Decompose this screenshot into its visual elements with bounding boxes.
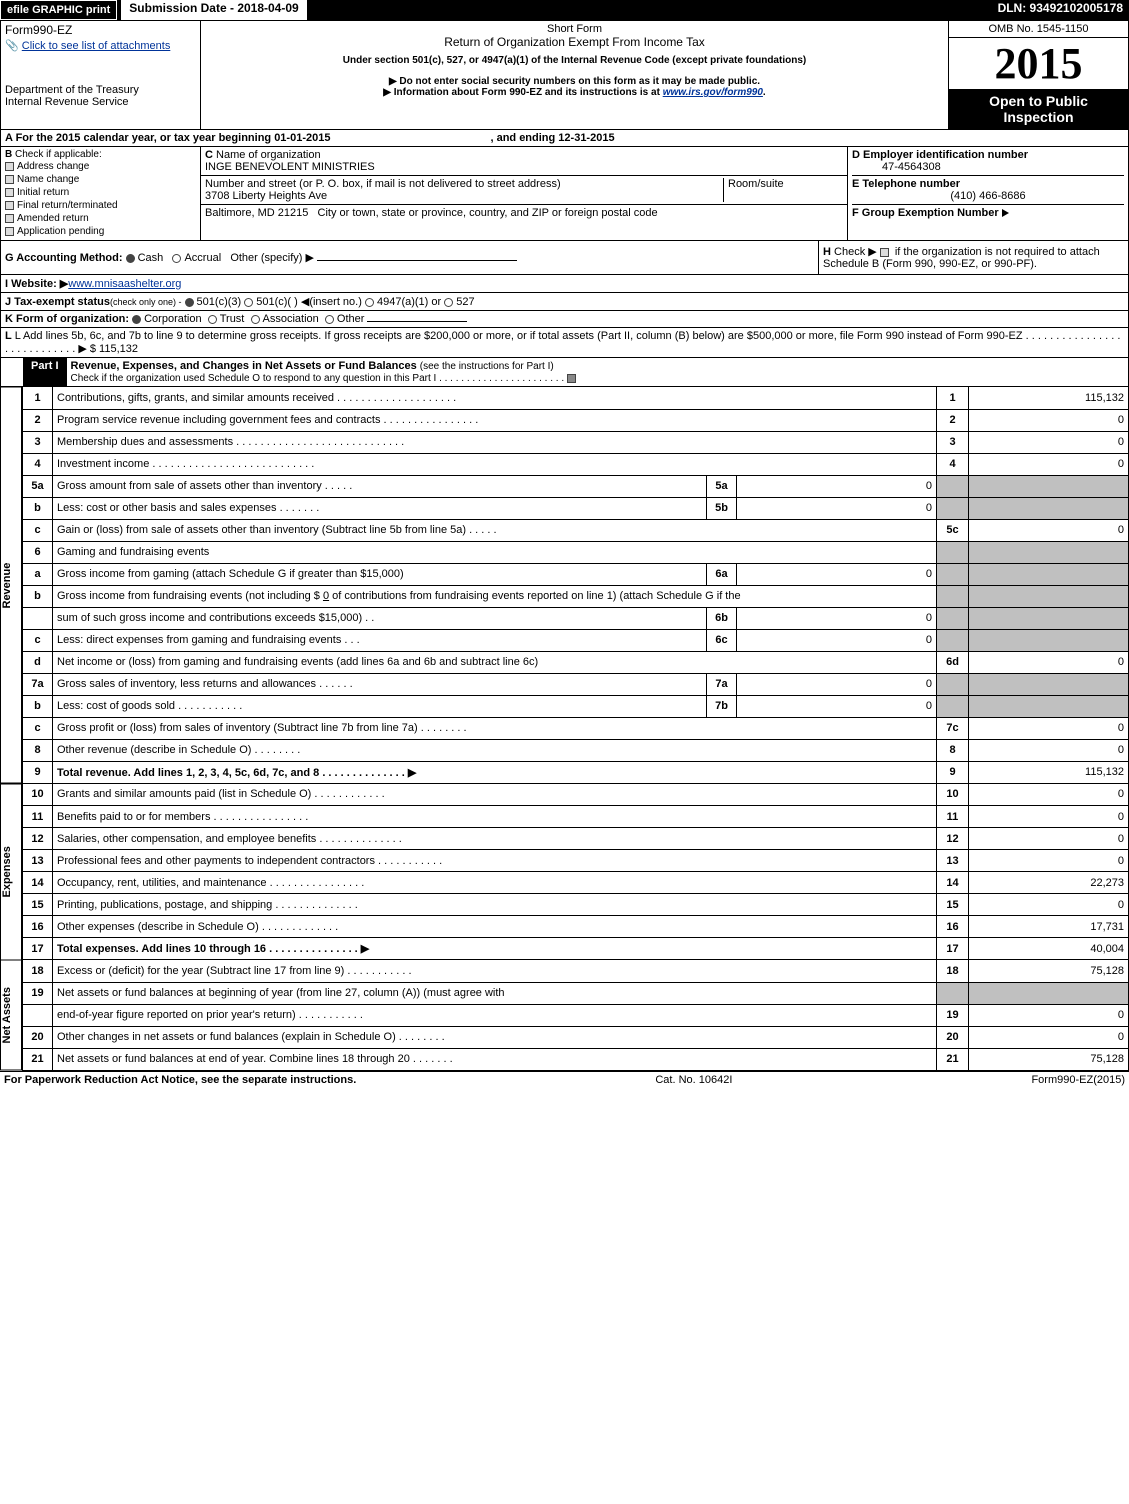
return-title: Return of Organization Exempt From Incom… (205, 35, 944, 49)
line-21: 21Net assets or fund balances at end of … (23, 1048, 1129, 1070)
checkbox-name-change[interactable] (5, 175, 14, 184)
irs-label: Internal Revenue Service (5, 96, 196, 108)
line-19-bottom: end-of-year figure reported on prior yea… (23, 1004, 1129, 1026)
form-header: Form990-EZ 📎 Click to see list of attach… (0, 20, 1129, 130)
net-assets-section: Net Assets 18Excess or (deficit) for the… (0, 960, 1129, 1071)
phone: (410) 466-8686 (852, 190, 1124, 202)
part-1-label: Part I (23, 358, 67, 386)
line-a: A For the 2015 calendar year, or tax yea… (0, 130, 1129, 147)
radio-cash[interactable] (126, 254, 135, 263)
line-7b: bLess: cost of goods sold . . . . . . . … (23, 695, 1129, 717)
line-5c: cGain or (loss) from sale of assets othe… (23, 519, 1129, 541)
radio-accrual[interactable] (172, 254, 181, 263)
line-17: 17Total expenses. Add lines 10 through 1… (23, 938, 1129, 960)
website-link[interactable]: www.mnisaashelter.org (68, 278, 181, 290)
checkbox-application-pending[interactable] (5, 227, 14, 236)
short-form-label: Short Form (205, 23, 944, 35)
org-name: INGE BENEVOLENT MINISTRIES (205, 161, 375, 173)
line-2: 2Program service revenue including gover… (23, 409, 1129, 431)
radio-other-org[interactable] (325, 315, 334, 324)
line-18: 18Excess or (deficit) for the year (Subt… (23, 960, 1129, 982)
line-6: 6Gaming and fundraising events (23, 541, 1129, 563)
info-line: ▶ Information about Form 990-EZ and its … (205, 87, 944, 98)
open-to-public: Open to Public Inspection (949, 89, 1128, 129)
line-16: 16Other expenses (describe in Schedule O… (23, 916, 1129, 938)
efile-print-button[interactable]: efile GRAPHIC print (0, 0, 117, 20)
dept-treasury: Department of the Treasury (5, 84, 196, 96)
form-number: Form990-EZ (5, 23, 196, 37)
checkbox-final-return[interactable] (5, 201, 14, 210)
omb-number: OMB No. 1545-1150 (949, 21, 1128, 38)
triangle-icon (1002, 209, 1009, 217)
irs-link[interactable]: www.irs.gov/form990 (663, 87, 763, 98)
line-j-tax-exempt: J Tax-exempt status(check only one) - 50… (0, 293, 1129, 311)
line-6c: cLess: direct expenses from gaming and f… (23, 629, 1129, 651)
checkbox-amended-return[interactable] (5, 214, 14, 223)
box-d-e-f: D Employer identification number 47-4564… (848, 147, 1128, 240)
part-1-header: Part I Revenue, Expenses, and Changes in… (0, 358, 1129, 387)
radio-corporation[interactable] (132, 315, 141, 324)
radio-527[interactable] (444, 298, 453, 307)
expenses-section: Expenses 10Grants and similar amounts pa… (0, 784, 1129, 961)
side-label-expenses: Expenses (0, 784, 22, 961)
attachment-icon: 📎 (5, 40, 19, 52)
line-19-top: 19Net assets or fund balances at beginni… (23, 982, 1129, 1004)
radio-501c3[interactable] (185, 298, 194, 307)
form-footer-label: Form990-EZ(2015) (1031, 1074, 1125, 1086)
gross-receipts-val: 115,132 (99, 343, 138, 355)
tax-year: 2015 (949, 38, 1128, 89)
line-6b: bGross income from fundraising events (n… (23, 585, 1129, 607)
org-street: 3708 Liberty Heights Ave (205, 190, 327, 202)
line-12: 12Salaries, other compensation, and empl… (23, 828, 1129, 850)
checkbox-address-change[interactable] (5, 162, 14, 171)
line-l-gross-receipts: L L Add lines 5b, 6c, and 7b to line 9 t… (0, 328, 1129, 358)
paperwork-notice: For Paperwork Reduction Act Notice, see … (4, 1074, 356, 1086)
submission-date: Submission Date - 2018-04-09 (121, 0, 306, 20)
line-5b: bLess: cost or other basis and sales exp… (23, 497, 1129, 519)
line-6a: aGross income from gaming (attach Schedu… (23, 563, 1129, 585)
line-9: 9Total revenue. Add lines 1, 2, 3, 4, 5c… (23, 761, 1129, 783)
line-10: 10Grants and similar amounts paid (list … (23, 784, 1129, 806)
line-6b-sum: sum of such gross income and contributio… (23, 607, 1129, 629)
section-b-to-f: B Check if applicable: Address change Na… (0, 147, 1129, 241)
line-i-website: I Website: ▶www.mnisaashelter.org (0, 275, 1129, 293)
line-7a: 7aGross sales of inventory, less returns… (23, 673, 1129, 695)
line-7c: cGross profit or (loss) from sales of in… (23, 717, 1129, 739)
cat-no: Cat. No. 10642I (655, 1074, 732, 1086)
radio-association[interactable] (251, 315, 260, 324)
radio-4947[interactable] (365, 298, 374, 307)
line-14: 14Occupancy, rent, utilities, and mainte… (23, 872, 1129, 894)
line-15: 15Printing, publications, postage, and s… (23, 894, 1129, 916)
top-bar: efile GRAPHIC print Submission Date - 20… (0, 0, 1129, 20)
line-8: 8Other revenue (describe in Schedule O) … (23, 739, 1129, 761)
line-k-form-org: K Form of organization: Corporation Trus… (0, 311, 1129, 328)
line-1: 1Contributions, gifts, grants, and simil… (23, 387, 1129, 409)
revenue-section: Revenue 1Contributions, gifts, grants, a… (0, 387, 1129, 784)
line-20: 20Other changes in net assets or fund ba… (23, 1026, 1129, 1048)
line-13: 13Professional fees and other payments t… (23, 850, 1129, 872)
line-5a: 5aGross amount from sale of assets other… (23, 475, 1129, 497)
checkbox-initial-return[interactable] (5, 188, 14, 197)
checkbox-h[interactable] (880, 248, 889, 257)
radio-501c[interactable] (244, 298, 253, 307)
box-c: C Name of organization INGE BENEVOLENT M… (201, 147, 848, 240)
checkbox-schedule-o[interactable] (567, 374, 576, 383)
side-label-net-assets: Net Assets (0, 960, 22, 1071)
section-g-h: G Accounting Method: Cash Accrual Other … (0, 241, 1129, 275)
radio-trust[interactable] (208, 315, 217, 324)
side-label-revenue: Revenue (0, 387, 22, 784)
line-3: 3Membership dues and assessments . . . .… (23, 431, 1129, 453)
box-b: B Check if applicable: Address change Na… (1, 147, 201, 240)
ssn-warning: ▶ Do not enter social security numbers o… (205, 76, 944, 87)
line-11: 11Benefits paid to or for members . . . … (23, 806, 1129, 828)
attachments-link[interactable]: Click to see list of attachments (22, 40, 171, 52)
page-footer: For Paperwork Reduction Act Notice, see … (0, 1071, 1129, 1088)
under-section: Under section 501(c), 527, or 4947(a)(1)… (205, 55, 944, 66)
org-city: Baltimore, MD 21215 (205, 207, 308, 219)
dln-label: DLN: 93492102005178 (992, 0, 1129, 20)
ein: 47-4564308 (852, 161, 941, 173)
line-6d: dNet income or (loss) from gaming and fu… (23, 651, 1129, 673)
line-4: 4Investment income . . . . . . . . . . .… (23, 453, 1129, 475)
